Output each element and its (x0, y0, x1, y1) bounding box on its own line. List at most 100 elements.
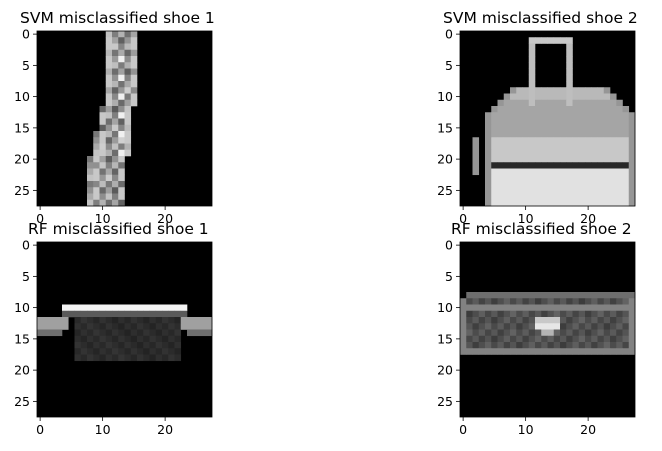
x-tick-label: 20 (157, 422, 173, 437)
image-pixel (522, 143, 530, 151)
image-pixel (143, 329, 150, 337)
image-pixel (510, 156, 517, 163)
image-pixel (541, 317, 548, 324)
image-pixel (553, 99, 561, 107)
image-pixel (560, 199, 567, 207)
image-pixel (622, 292, 630, 299)
image-pixel (541, 199, 548, 207)
image-pixel (560, 112, 567, 119)
image-pixel (497, 162, 505, 169)
image-pixel (528, 43, 536, 51)
image-pixel (143, 304, 150, 312)
image-pixel (516, 162, 523, 169)
image-pixel (112, 329, 119, 337)
image-pixel (628, 118, 636, 126)
y-tick-label: 0 (22, 238, 30, 253)
image-pixel (485, 143, 492, 151)
image-pixel (585, 174, 592, 182)
image-pixel (62, 304, 69, 312)
image-pixel (591, 168, 598, 176)
image-pixel (466, 342, 473, 349)
y-tick-label: 25 (14, 183, 30, 198)
image-pixel (124, 323, 132, 330)
image-pixel (603, 335, 611, 343)
image-pixel (472, 168, 480, 176)
image-pixel (112, 156, 119, 163)
image-pixel (535, 87, 542, 94)
image-pixel (566, 124, 573, 132)
image-pixel (578, 193, 586, 201)
image-pixel (510, 93, 517, 101)
image-pixel (578, 342, 586, 349)
image-pixel (610, 112, 617, 119)
image-pixel (622, 199, 630, 207)
image-pixel (578, 168, 586, 176)
image-pixel (105, 131, 113, 138)
image-pixel (628, 149, 636, 157)
image-pixel (547, 187, 555, 194)
image-pixel (105, 310, 113, 318)
image-pixel (93, 168, 100, 176)
image-pixel (553, 199, 561, 207)
image-pixel (585, 124, 592, 132)
image-pixel (99, 304, 107, 312)
image-pixel (174, 335, 182, 343)
image-pixel (497, 329, 505, 337)
image-pixel (622, 348, 630, 355)
image-pixel (124, 342, 132, 349)
image-pixel (87, 310, 94, 318)
image-pixel (622, 317, 630, 324)
image-pixel (124, 124, 132, 132)
image-pixel (99, 124, 107, 132)
image-pixel (547, 181, 555, 188)
image-pixel (628, 304, 636, 312)
image-pixel (99, 329, 107, 337)
image-pixel (547, 106, 555, 113)
image-pixel (118, 106, 125, 113)
image-pixel (112, 137, 119, 144)
image-pixel (585, 162, 592, 169)
image-pixel (597, 323, 605, 330)
image-pixel (516, 131, 523, 138)
image-pixel (616, 342, 623, 349)
image-pixel (143, 323, 150, 330)
image-pixel (503, 131, 511, 138)
image-pixel (597, 348, 605, 355)
image-pixel (547, 131, 555, 138)
image-pixel (485, 187, 492, 194)
image-pixel (472, 323, 480, 330)
image-pixel (535, 156, 542, 163)
image-pixel (541, 156, 548, 163)
image-pixel (597, 93, 605, 101)
image-pixel (62, 317, 69, 324)
image-pixel (105, 62, 113, 69)
image-pixel (118, 131, 125, 138)
image-pixel (603, 323, 611, 330)
image-pixel (553, 329, 561, 337)
y-tick-label: 5 (445, 58, 453, 73)
image-pixel (105, 74, 113, 82)
image-pixel (616, 292, 623, 299)
image-pixel (597, 187, 605, 194)
image-pixel (622, 329, 630, 337)
image-pixel (193, 323, 200, 330)
image-pixel (547, 143, 555, 151)
image-pixel (130, 329, 138, 337)
image-pixel (130, 49, 138, 57)
image-pixel (87, 181, 94, 188)
subplot-title: SVM misclassified shoe 1 (20, 9, 215, 27)
image-pixel (566, 193, 573, 201)
image-pixel (99, 310, 107, 318)
image-pixel (553, 348, 561, 355)
image-pixel (155, 317, 163, 324)
image-pixel (528, 143, 536, 151)
image-pixel (497, 149, 505, 157)
image-pixel (616, 181, 623, 188)
image-pixel (80, 317, 88, 324)
image-pixel (603, 149, 611, 157)
y-tick-label: 0 (445, 238, 453, 253)
image-pixel (585, 112, 592, 119)
image-pixel (99, 323, 107, 330)
image-pixel (566, 106, 573, 113)
image-pixel (560, 187, 567, 194)
